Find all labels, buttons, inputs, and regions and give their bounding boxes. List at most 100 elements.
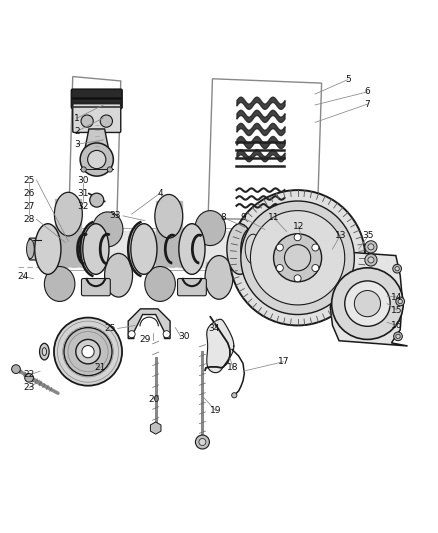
FancyBboxPatch shape [177,279,206,296]
Text: 28: 28 [23,215,35,224]
Text: 7: 7 [364,100,370,109]
Text: 12: 12 [293,222,304,231]
Polygon shape [208,79,321,221]
Text: 8: 8 [220,213,226,222]
Circle shape [82,345,94,358]
Text: 18: 18 [227,364,239,372]
Text: 17: 17 [278,357,290,366]
Text: 27: 27 [23,202,35,211]
Text: 14: 14 [392,293,403,302]
Circle shape [251,211,345,305]
Ellipse shape [39,343,49,360]
Text: 5: 5 [345,75,351,84]
Text: 25: 25 [104,324,116,333]
Ellipse shape [44,266,75,302]
Text: 34: 34 [208,324,219,333]
Circle shape [285,245,311,271]
FancyBboxPatch shape [29,238,50,260]
Circle shape [365,241,377,253]
Text: 31: 31 [77,189,88,198]
Text: 22: 22 [24,370,35,379]
Text: 2: 2 [74,127,80,136]
Text: 19: 19 [210,406,221,415]
Ellipse shape [195,211,226,246]
FancyBboxPatch shape [81,279,110,296]
Text: 30: 30 [178,332,190,341]
Circle shape [396,334,400,338]
Circle shape [88,150,106,168]
Ellipse shape [179,224,205,274]
Ellipse shape [27,239,34,259]
Ellipse shape [131,224,157,274]
Circle shape [396,297,405,306]
Circle shape [393,264,402,273]
Circle shape [312,244,319,251]
Text: 30: 30 [77,175,88,184]
Text: 4: 4 [157,189,163,198]
Text: 11: 11 [268,213,279,222]
Text: 26: 26 [23,189,35,198]
Circle shape [25,374,33,382]
Ellipse shape [205,256,233,299]
Circle shape [195,435,209,449]
Text: 1: 1 [74,114,80,123]
Text: 6: 6 [364,87,370,96]
Circle shape [294,275,301,282]
Circle shape [64,328,112,376]
Polygon shape [68,77,121,238]
Text: 23: 23 [23,383,35,392]
Text: 16: 16 [392,321,403,330]
Circle shape [107,167,113,172]
Circle shape [81,115,93,127]
Circle shape [274,234,321,282]
Ellipse shape [35,224,61,274]
Circle shape [241,201,354,314]
Circle shape [199,439,206,446]
FancyBboxPatch shape [73,103,121,133]
Ellipse shape [42,348,46,356]
Ellipse shape [92,212,123,247]
FancyBboxPatch shape [71,89,122,108]
Circle shape [100,115,113,127]
Circle shape [368,257,374,263]
Circle shape [90,193,104,207]
Circle shape [230,190,365,326]
Circle shape [80,143,113,176]
Text: 3: 3 [74,140,80,149]
Text: 15: 15 [392,305,403,314]
Circle shape [128,330,135,338]
Text: 25: 25 [23,175,35,184]
Ellipse shape [54,192,82,236]
Circle shape [232,393,237,398]
Text: 29: 29 [139,335,151,344]
Text: 24: 24 [17,272,28,280]
Circle shape [54,318,122,386]
Ellipse shape [245,234,261,264]
Circle shape [81,167,86,172]
Circle shape [276,244,283,251]
Text: 9: 9 [240,213,246,222]
Circle shape [368,244,374,250]
Circle shape [12,365,20,374]
Ellipse shape [241,227,265,271]
Circle shape [294,234,301,241]
Text: 32: 32 [77,202,88,211]
Circle shape [365,254,377,266]
Ellipse shape [145,266,175,302]
Polygon shape [330,251,408,346]
Text: 13: 13 [335,231,346,239]
Circle shape [76,340,100,364]
Circle shape [312,264,319,271]
Circle shape [276,264,283,271]
Circle shape [163,330,170,338]
Circle shape [398,299,403,304]
Polygon shape [207,319,234,373]
Polygon shape [128,309,170,338]
Polygon shape [85,129,109,151]
Ellipse shape [105,253,133,297]
Ellipse shape [83,224,109,274]
Text: 33: 33 [110,212,121,220]
Text: 20: 20 [148,395,160,404]
Circle shape [332,268,403,340]
Ellipse shape [227,224,253,274]
